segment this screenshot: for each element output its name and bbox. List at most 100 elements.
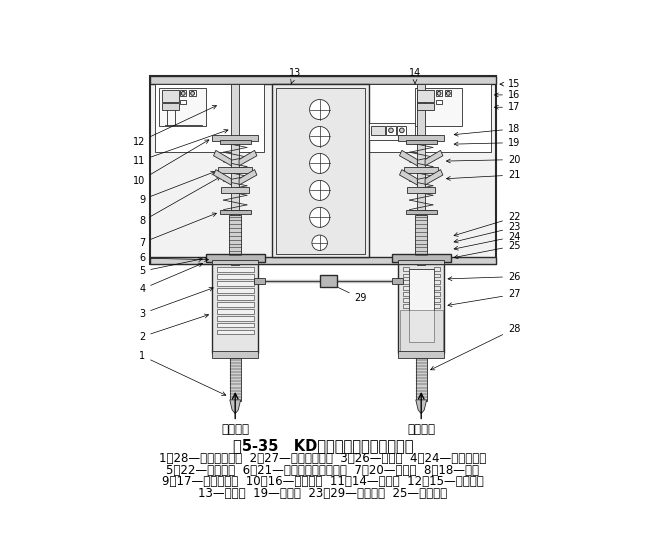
Circle shape [190,91,194,95]
Bar [216,267,254,272]
Polygon shape [213,170,232,185]
Text: 24: 24 [454,232,521,250]
Bar [434,298,439,302]
Circle shape [181,91,185,95]
Text: 27: 27 [448,290,521,307]
Text: 29: 29 [332,284,367,303]
Bar [371,125,385,135]
Bar [407,186,435,193]
Polygon shape [230,400,241,414]
Text: 图5-35   KD型压力控制器结构原理图: 图5-35 KD型压力控制器结构原理图 [233,438,413,454]
Text: 3: 3 [139,287,213,319]
Bar [220,209,250,214]
Text: 28: 28 [430,324,521,370]
Text: 11: 11 [133,129,228,166]
Bar [434,304,439,308]
Text: 1: 1 [139,351,226,395]
Bar [398,260,445,264]
Bar [212,351,258,358]
Text: 13—接线柱  19—传力杆  23、29—簧片垫板  25—复位弹簧: 13—接线柱 19—传力杆 23、29—簧片垫板 25—复位弹簧 [198,487,447,500]
Bar [368,123,415,139]
Polygon shape [239,170,257,185]
Circle shape [309,180,330,200]
Text: 2: 2 [139,314,209,342]
Text: 8: 8 [139,177,220,226]
Polygon shape [425,150,443,166]
Bar [156,84,264,152]
Bar [216,281,254,286]
Circle shape [447,91,450,95]
Text: 9: 9 [139,171,215,204]
Bar [436,100,442,104]
Text: 6: 6 [139,253,209,263]
Bar [404,167,438,174]
Bar [216,288,254,293]
Circle shape [400,128,404,133]
Text: 16: 16 [494,90,520,100]
Circle shape [309,127,330,147]
Bar [180,100,186,104]
Bar [160,88,206,127]
Bar [212,135,258,141]
Circle shape [309,207,330,227]
Text: 9、17—压力调节盘  10、16—螺纹柱门  11、14—传动杆  12、15—微动开关: 9、17—压力调节盘 10、16—螺纹柱门 11、14—传动杆 12、15—微动… [162,475,484,488]
Bar [434,292,439,296]
Bar [216,323,254,328]
Bar [275,88,365,254]
Text: 18: 18 [454,124,520,136]
Bar [415,88,462,127]
Text: 19: 19 [455,138,520,148]
Bar [216,302,254,307]
Bar [398,135,445,141]
Bar [387,125,396,135]
Text: 23: 23 [454,222,521,243]
Bar [405,139,437,144]
Text: 10: 10 [133,140,209,186]
Bar [206,254,265,262]
Text: 高压蒸气: 高压蒸气 [221,423,249,436]
Polygon shape [425,170,443,185]
Text: 5: 5 [139,258,202,276]
Bar [216,330,254,334]
Bar [150,258,496,264]
Text: 21: 21 [447,170,521,180]
Bar [229,215,241,258]
Bar [409,269,434,342]
Bar [417,84,425,265]
Bar [218,167,252,174]
Bar [415,215,428,258]
Bar [434,267,439,271]
Bar [405,209,437,214]
Bar [398,351,445,358]
Circle shape [309,153,330,174]
Bar [403,273,409,277]
Bar [320,275,337,287]
Bar [400,310,443,352]
Bar [230,358,241,400]
Bar [434,273,439,277]
Text: 25: 25 [454,241,521,259]
Bar [436,90,442,96]
Circle shape [309,100,330,119]
Bar [434,286,439,290]
Bar [162,104,179,110]
Bar [403,286,409,290]
Bar [417,90,434,102]
Bar [180,90,186,96]
Bar [403,267,409,271]
Circle shape [312,235,328,250]
Bar [216,316,254,320]
Bar [403,304,409,308]
Bar [216,295,254,300]
Bar [150,76,496,264]
Bar [392,254,451,262]
Bar [212,264,258,353]
Bar [221,186,249,193]
Bar [417,104,434,110]
Bar [392,278,403,284]
Text: 7: 7 [139,213,216,248]
Polygon shape [400,150,417,166]
Bar [445,90,451,96]
Bar [271,84,368,258]
Bar [403,292,409,296]
